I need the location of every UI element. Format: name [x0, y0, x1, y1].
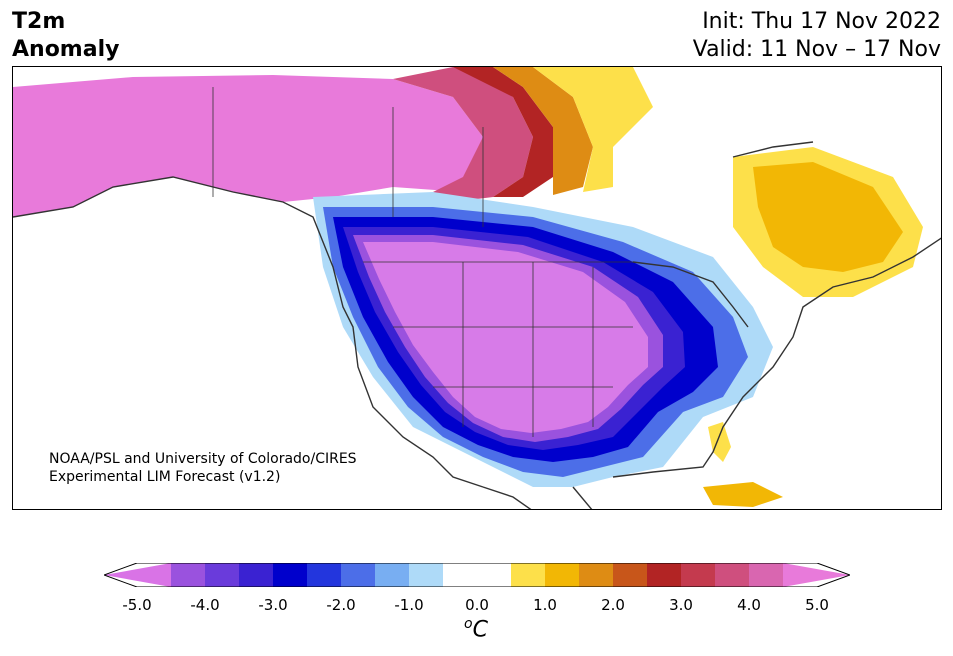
- colorbar-swatch: [681, 563, 716, 587]
- anomaly-map: [12, 66, 942, 510]
- warm-anomaly-band-3: [493, 67, 593, 195]
- colorbar-swatch: [613, 563, 648, 587]
- title-line-2: Anomaly: [12, 37, 120, 62]
- colorbar-swatch: [545, 563, 580, 587]
- colorbar-swatch: [307, 563, 342, 587]
- colorbar-swatch: [511, 563, 546, 587]
- units-superscript: o: [464, 616, 473, 632]
- state-borders: [212, 87, 633, 437]
- colorbar-swatch: [647, 563, 682, 587]
- colorbar-tick-label: -5.0: [122, 596, 152, 614]
- colorbar-swatch: [239, 563, 274, 587]
- credit-text: NOAA/PSL and University of Colorado/CIRE…: [49, 450, 357, 486]
- warm-anomaly-gulf: [703, 482, 783, 507]
- colorbar-swatch: [477, 563, 512, 587]
- units-label: oC: [464, 616, 488, 642]
- colorbar-swatch: [783, 563, 850, 587]
- colorbar-swatch: [715, 563, 750, 587]
- credit-line-1: NOAA/PSL and University of Colorado/CIRE…: [49, 451, 357, 467]
- warm-anomaly-band-1: [393, 67, 533, 202]
- init-date: Init: Thu 17 Nov 2022: [702, 9, 941, 34]
- colorbar-swatch: [443, 563, 478, 587]
- colorbar-swatch: [104, 563, 171, 587]
- colorbar-swatch: [273, 563, 308, 587]
- colorbar-swatch: [205, 563, 240, 587]
- colorbar-swatch: [375, 563, 410, 587]
- colorbar-tick-label: -1.0: [394, 596, 424, 614]
- units-base: C: [472, 617, 488, 643]
- colorbar-tick-label: -4.0: [190, 596, 220, 614]
- coastlines: [13, 141, 941, 509]
- colorbar-tick-label: -2.0: [326, 596, 356, 614]
- colorbar-ticks: -5.0 -4.0 -3.0 -2.0 -1.0 0.0 1.0 2.0 3.0 4.0 5.0: [0, 596, 953, 616]
- title-line-1: T2m: [12, 9, 66, 34]
- warm-anomaly-northwest: [13, 75, 493, 217]
- colorbar-tick-label: 1.0: [533, 596, 557, 614]
- colorbar-swatch: [171, 563, 206, 587]
- colorbar-tick-label: 0.0: [465, 596, 489, 614]
- warm-anomaly-florida: [708, 422, 731, 462]
- colorbar-tick-label: 3.0: [669, 596, 693, 614]
- date-info: Init: Thu 17 Nov 2022 Valid: 11 Nov – 17…: [693, 8, 941, 64]
- valid-range: Valid: 11 Nov – 17 Nov: [692, 37, 941, 62]
- colorbar-swatch: [749, 563, 784, 587]
- colorbar-tick-label: 5.0: [805, 596, 829, 614]
- credit-line-2: Experimental LIM Forecast (v1.2): [49, 469, 281, 485]
- map-svg: [13, 67, 941, 509]
- warm-anomaly-band-4: [533, 67, 653, 192]
- colorbar-tick-label: 4.0: [737, 596, 761, 614]
- colorbar-swatch: [409, 563, 444, 587]
- colorbar-tick-label: -3.0: [258, 596, 288, 614]
- colorbar-swatch: [579, 563, 614, 587]
- colorbar-swatch: [341, 563, 376, 587]
- map-title: T2m Anomaly: [12, 8, 119, 64]
- colorbar: [104, 563, 850, 587]
- warm-anomaly-band-2: [453, 67, 553, 197]
- cold-anomaly-core: [363, 242, 648, 433]
- warm-anomaly-east-core: [753, 162, 903, 272]
- colorbar-tick-label: 2.0: [601, 596, 625, 614]
